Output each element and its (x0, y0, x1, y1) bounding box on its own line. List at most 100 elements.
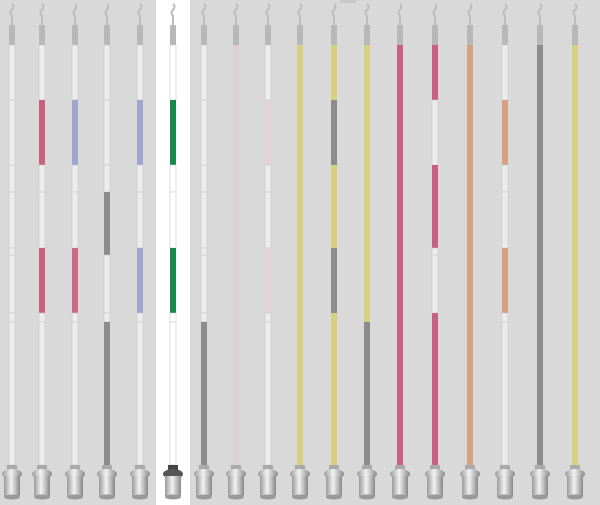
pole-segment (397, 45, 403, 100)
pole-base (260, 476, 276, 496)
pole-collar (570, 465, 580, 471)
pole-base-foot (196, 494, 212, 500)
pole-cap (265, 25, 271, 45)
pole-segment (233, 45, 239, 100)
pole-segment (431, 99, 439, 166)
pole-segment (136, 321, 144, 466)
pole-collar (395, 465, 405, 471)
pole-collar (135, 465, 145, 471)
pole-finial (502, 3, 508, 25)
pole-cap (72, 25, 78, 45)
pole-segment (537, 100, 543, 165)
pole-base-foot (132, 494, 148, 500)
pole-segment (265, 248, 271, 255)
pole-segment (137, 248, 143, 255)
pole-segment (432, 313, 438, 322)
pole-segment (264, 164, 272, 193)
pole-segment (103, 164, 111, 193)
pole-segment (397, 322, 403, 465)
pole-segment (297, 192, 303, 248)
pole-finial (137, 3, 143, 25)
pole-cap (137, 25, 143, 45)
pole-cap (170, 25, 176, 45)
pole-base (196, 476, 212, 496)
pole-segment (432, 192, 438, 248)
pole-finial (72, 3, 78, 25)
pole-segment (8, 321, 16, 466)
pole-segment (8, 44, 16, 101)
pole-cap (201, 25, 207, 45)
pole-base (359, 476, 375, 496)
pole-segment (200, 254, 208, 314)
pole-base-foot (165, 494, 181, 500)
pole-segment (233, 248, 239, 255)
pole-base-foot (67, 494, 83, 500)
pole-segment (71, 312, 79, 323)
pole-base-foot (497, 494, 513, 500)
pole-segment (467, 192, 473, 248)
pole-segment (297, 255, 303, 313)
pole-base (427, 476, 443, 496)
pole-finial (364, 3, 370, 25)
pole-segment (572, 255, 578, 313)
pole-base-foot (228, 494, 244, 500)
pole-segment (265, 100, 271, 165)
pole-cap (572, 25, 578, 45)
pole-finial (39, 3, 45, 25)
pole-segment (38, 44, 46, 101)
pole-segment (297, 165, 303, 192)
pole-collar (7, 465, 17, 471)
pole-segment (537, 313, 543, 322)
pole-segment (397, 313, 403, 322)
pole-segment (169, 321, 177, 466)
pole-base-foot (427, 494, 443, 500)
pole-segment (537, 192, 543, 248)
pole-finial (9, 3, 15, 25)
pole-finial (170, 3, 176, 25)
pole-segment (233, 100, 239, 165)
pole-finial (297, 3, 303, 25)
pole-base (392, 476, 408, 496)
pole-segment (331, 248, 337, 255)
pole-segment (467, 165, 473, 192)
pole-base-foot (292, 494, 308, 500)
pole-collar (535, 465, 545, 471)
pole-base (99, 476, 115, 496)
pole-segment (397, 165, 403, 192)
pole-segment (397, 255, 403, 313)
pole-base (497, 476, 513, 496)
pole-segment (501, 44, 509, 101)
pole-segment (364, 255, 370, 313)
pole-base-foot (532, 494, 548, 500)
pole-collar (102, 465, 112, 471)
pole-base (532, 476, 548, 496)
pole-segment (502, 248, 508, 255)
pole-segment (264, 321, 272, 466)
pole-segment (432, 45, 438, 100)
pole-base-foot (392, 494, 408, 500)
pole-base (4, 476, 20, 496)
pole-segment (572, 192, 578, 248)
pole-segment (39, 248, 45, 255)
pole-segment (71, 191, 79, 249)
pole-cap (9, 25, 15, 45)
pole-segment (297, 313, 303, 322)
pole-segment (169, 312, 177, 323)
pole-segment (264, 312, 272, 323)
pole-segment (537, 45, 543, 100)
pole-segment (233, 255, 239, 313)
pole-collar (263, 465, 273, 471)
pole-cap (331, 25, 337, 45)
pole-segment (72, 248, 78, 255)
pole-segment (71, 164, 79, 193)
pole-finial (432, 3, 438, 25)
pole-segment (467, 255, 473, 313)
pole-segment (104, 248, 110, 255)
pole-collar (199, 465, 209, 471)
pole-segment (297, 248, 303, 255)
pole-segment (331, 255, 337, 313)
pole-segment (169, 164, 177, 193)
pole-segment (8, 164, 16, 193)
pole-collar (37, 465, 47, 471)
